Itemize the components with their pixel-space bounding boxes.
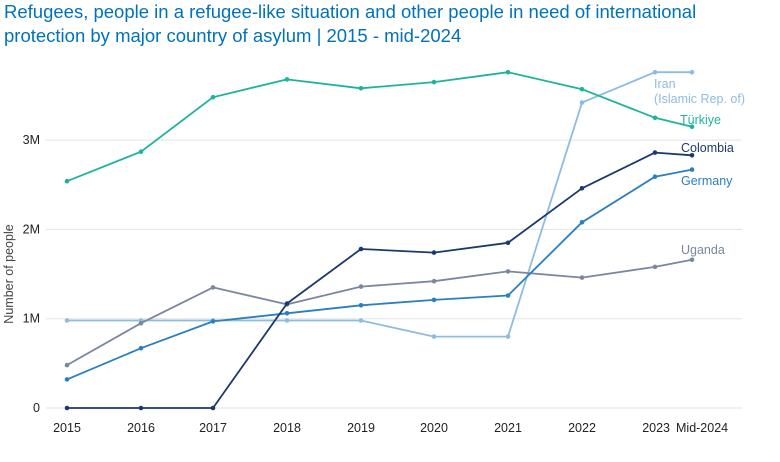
series-line [66, 71, 693, 183]
data-point [505, 240, 511, 246]
y-tick-label: 1M [23, 312, 40, 326]
data-point [284, 77, 290, 82]
series-labels: Türkiye Iran(Islamic Rep. of) Colombia Germ… [654, 77, 745, 257]
data-point [64, 318, 70, 323]
series-line [66, 168, 693, 381]
series-label: Colombia [681, 141, 734, 155]
data-point [652, 69, 658, 75]
data-point [284, 301, 290, 306]
data-point [689, 153, 695, 158]
data-point [689, 124, 695, 129]
data-point [579, 186, 585, 191]
series-line [66, 258, 693, 366]
data-point [579, 275, 585, 280]
x-tick-label: 2015 [53, 421, 81, 435]
data-point [689, 167, 695, 172]
data-point [138, 405, 144, 411]
series-label: Iran [654, 77, 676, 91]
data-point [505, 293, 511, 298]
data-point [505, 334, 511, 339]
data-point [652, 150, 658, 155]
data-point [64, 178, 70, 184]
data-point [689, 69, 695, 75]
data-point [358, 284, 364, 289]
data-point [579, 86, 585, 92]
data-point [431, 278, 437, 284]
series-germany [64, 167, 695, 382]
data-point [505, 69, 511, 75]
series-lines [64, 69, 695, 411]
y-axis-ticks: 0 1M 2M 3M [23, 133, 40, 415]
x-tick-label: 2021 [494, 421, 522, 435]
x-tick-label: 2020 [420, 421, 448, 435]
data-point [579, 220, 585, 225]
x-tick-label: 2018 [273, 421, 301, 435]
chart-title: Refugees, people in a refugee-like situa… [4, 1, 697, 46]
series-iran-islamic-rep-of [64, 69, 695, 339]
x-tick-label: 2017 [199, 421, 227, 435]
data-point [579, 100, 585, 105]
data-point [138, 149, 144, 154]
series-label: Uganda [681, 243, 725, 257]
series-label: Germany [681, 174, 733, 188]
data-point [138, 345, 144, 351]
data-point [505, 269, 511, 274]
data-point [284, 311, 290, 316]
data-point [652, 115, 658, 121]
x-tick-label: 2023 [642, 421, 670, 435]
series-line [67, 71, 692, 338]
data-point [431, 334, 437, 339]
data-point [358, 86, 364, 91]
series-line [67, 151, 693, 409]
y-tick-label: 3M [23, 133, 40, 147]
data-point [210, 319, 216, 324]
x-tick-label: 2022 [568, 421, 596, 435]
y-tick-label: 0 [33, 401, 40, 415]
x-tick-label: Mid-2024 [676, 421, 728, 435]
data-point [64, 405, 70, 411]
series-label: (Islamic Rep. of) [654, 92, 745, 106]
data-point [358, 246, 364, 252]
series-t-rkiye [64, 69, 695, 184]
y-axis-label: Number of people [2, 224, 16, 323]
series-uganda [64, 257, 695, 368]
y-tick-label: 2M [23, 222, 40, 236]
data-point [689, 257, 695, 263]
data-point [138, 320, 144, 326]
series-label: Türkiye [680, 113, 721, 127]
data-point [284, 318, 290, 323]
data-point [431, 79, 437, 85]
series-colombia [64, 150, 695, 411]
data-point [431, 250, 437, 255]
data-point [64, 377, 70, 382]
data-point [652, 174, 658, 179]
data-point [431, 297, 437, 303]
data-point [358, 318, 364, 323]
x-axis-ticks: 2015 2016 2017 2018 2019 2020 2021 2022 2023 Mid-… [53, 421, 728, 435]
data-point [652, 264, 658, 270]
data-point [210, 285, 216, 290]
x-tick-label: 2019 [347, 421, 375, 435]
data-point [358, 303, 364, 308]
data-point [210, 405, 216, 411]
data-point [64, 362, 70, 368]
x-tick-label: 2016 [127, 421, 155, 435]
data-point [210, 94, 216, 100]
gridlines [46, 139, 742, 409]
